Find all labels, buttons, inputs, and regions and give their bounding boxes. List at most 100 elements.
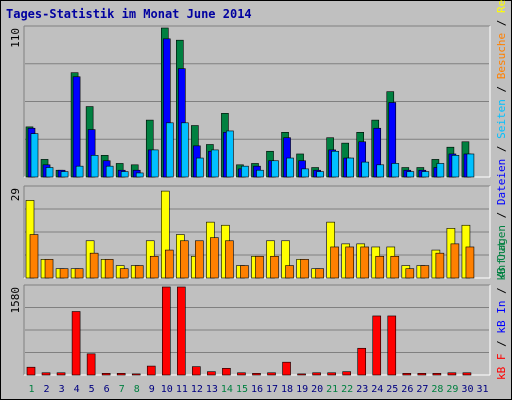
bar-seiten-day-5: [90, 155, 99, 178]
bar-kbf-day-2: [41, 372, 51, 376]
bar-besuche-day-1: [29, 234, 39, 279]
legend-right-requests-part-8: Rechner (IP-Adressen): [495, 0, 508, 13]
bar-kbf-day-26: [402, 373, 412, 376]
bar-seiten-day-7: [120, 171, 129, 178]
bar-kbf-day-6: [101, 373, 111, 376]
x-tick-label-day-23: 23: [356, 384, 368, 395]
bar-besuche-day-13: [210, 237, 219, 279]
legend-right-requests-part-6: Besuche: [495, 33, 508, 79]
bar-seiten-day-12: [196, 157, 204, 178]
legend-right-traffic-part-1: /: [495, 334, 508, 354]
x-tick-label-day-20: 20: [311, 384, 323, 395]
legend-right-requests-part-2: Dateien: [495, 159, 508, 205]
bar-kbf-day-29: [447, 372, 457, 376]
legend-right-requests: Anfragen / Dateien / Seiten / Besuche / …: [495, 0, 508, 278]
x-tick-label-day-22: 22: [341, 384, 353, 395]
legend-right-traffic: kB F / kB In / kB Out: [495, 241, 508, 380]
bar-dateien-day-4: [72, 76, 81, 178]
bar-besuche-day-5: [89, 252, 99, 279]
bar-seiten-day-21: [331, 150, 339, 178]
bar-kbf-day-28: [432, 373, 442, 376]
bar-besuche-day-23: [360, 246, 370, 279]
bar-kbf-day-8: [131, 373, 141, 376]
x-tick-label-day-18: 18: [281, 384, 293, 395]
bar-seiten-day-1: [30, 133, 39, 178]
x-tick-label-day-25: 25: [386, 384, 398, 395]
bar-besuche-day-29: [450, 243, 460, 279]
bar-kbf-day-11: [177, 286, 186, 376]
x-tick-label-day-28: 28: [431, 384, 443, 395]
bar-seiten-day-29: [451, 155, 460, 178]
x-tick-label-day-30: 30: [461, 384, 473, 395]
x-tick-label-day-9: 9: [149, 384, 155, 395]
bar-kbf-day-12: [192, 366, 201, 376]
bar-besuche-day-14: [225, 240, 234, 279]
bar-kbf-day-25: [387, 315, 397, 376]
bar-seiten-day-18: [286, 157, 294, 178]
bar-seiten-day-19: [301, 168, 309, 178]
bar-kbf-day-7: [116, 373, 126, 376]
x-tick-label-day-7: 7: [119, 384, 125, 395]
bar-besuche-day-30: [465, 246, 475, 279]
x-tick-label-day-26: 26: [401, 384, 413, 395]
bar-besuche-day-21: [330, 246, 339, 279]
bar-kbf-day-27: [417, 373, 427, 376]
legend-right-requests-part-5: /: [495, 79, 508, 99]
x-tick-label-day-5: 5: [89, 384, 95, 395]
x-tick-label-day-13: 13: [206, 384, 218, 395]
bar-besuche-day-26: [405, 268, 415, 279]
bar-kbf-day-21: [327, 372, 336, 376]
bar-kbf-day-9: [146, 365, 156, 376]
legend-right-requests-part-7: /: [495, 13, 508, 33]
bar-seiten-day-27: [421, 171, 430, 178]
legend-right-traffic-part-0: kB F: [495, 354, 508, 381]
x-tick-label-day-27: 27: [416, 384, 428, 395]
bar-besuche-day-4: [74, 268, 84, 279]
bar-seiten-day-4: [75, 165, 84, 178]
x-tick-label-day-8: 8: [134, 384, 140, 395]
x-tick-label-day-10: 10: [161, 384, 173, 395]
x-tick-label-day-6: 6: [104, 384, 110, 395]
x-tick-label-day-1: 1: [29, 384, 35, 395]
bar-seiten-day-25: [391, 163, 400, 178]
bar-kbf-day-23: [357, 347, 367, 376]
x-tick-label-day-24: 24: [371, 384, 383, 395]
x-tick-label-day-2: 2: [44, 384, 50, 395]
bar-kbf-day-30: [462, 372, 472, 376]
bar-besuche-day-20: [315, 268, 324, 279]
bar-seiten-day-20: [316, 171, 324, 178]
x-tick-label-day-15: 15: [236, 384, 248, 395]
bar-kbf-day-13: [207, 371, 216, 376]
bar-kbf-day-17: [267, 372, 276, 376]
bar-besuche-day-28: [435, 252, 445, 279]
bar-besuche-day-22: [345, 246, 354, 279]
bar-seiten-day-11: [181, 122, 189, 178]
bar-seiten-day-3: [60, 171, 69, 178]
bar-kbf-day-5: [86, 353, 96, 376]
x-tick-label-day-19: 19: [296, 384, 308, 395]
bar-kbf-day-16: [252, 373, 261, 376]
bar-kbf-day-4: [71, 311, 81, 376]
bar-seiten-day-30: [466, 153, 475, 178]
bar-kbf-day-10: [161, 286, 171, 376]
bar-seiten-day-14: [226, 130, 234, 178]
x-tick-label-day-4: 4: [74, 384, 80, 395]
bar-seiten-day-2: [45, 167, 54, 178]
bar-besuche-day-27: [420, 265, 430, 279]
chart-title: Tages-Statistik im Monat June 2014: [6, 7, 252, 21]
bar-kbf-day-20: [312, 372, 321, 376]
bar-besuche-day-18: [285, 265, 294, 279]
bar-seiten-day-15: [241, 165, 249, 178]
top-panel-y-max-label: 110: [9, 28, 22, 48]
bar-kbf-day-3: [56, 372, 66, 376]
bottom-panel-y-max-label: 1580: [9, 287, 22, 314]
bar-besuche-day-24: [375, 255, 385, 279]
legend-right-requests-part-0: Anfragen: [495, 225, 508, 278]
x-tick-label-day-11: 11: [176, 384, 188, 395]
bar-kbf-day-24: [372, 315, 382, 376]
bar-besuche-day-15: [240, 265, 249, 279]
x-tick-label-day-3: 3: [59, 384, 65, 395]
bar-besuche-day-19: [300, 259, 309, 279]
x-tick-label-day-12: 12: [191, 384, 203, 395]
